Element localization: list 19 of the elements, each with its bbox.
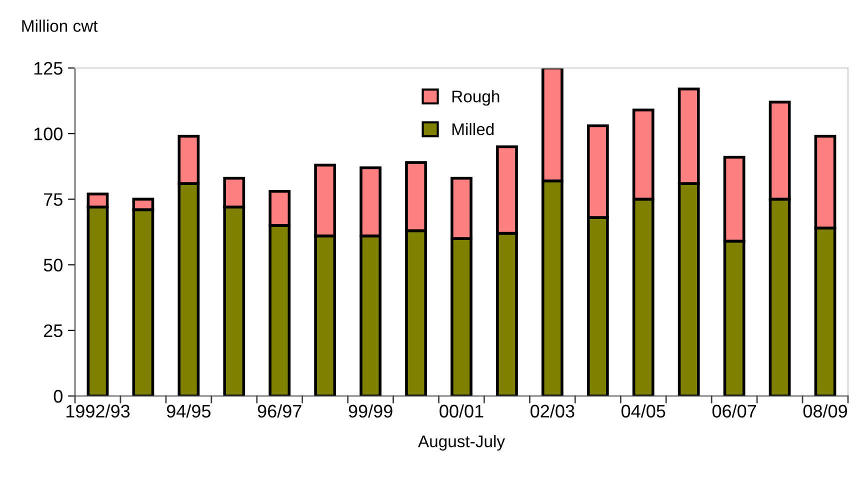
y-axis-title: Million cwt: [22, 20, 98, 32]
x-tick-label: 06/07: [712, 404, 756, 418]
x-tick-label: 94/95: [166, 404, 211, 418]
x-tick-label: 99/99: [348, 404, 392, 418]
y-tick-label: 100: [34, 128, 62, 140]
x-axis-title: August-July: [418, 435, 506, 451]
y-tick-label: 75: [44, 193, 62, 206]
x-tick-label: 02/03: [530, 404, 574, 418]
legend-label: Milled: [452, 122, 494, 136]
y-tick-label: 0: [54, 390, 62, 403]
x-tick-label: 96/97: [258, 404, 302, 418]
y-tick-label: 25: [44, 324, 62, 338]
y-tick-label: 50: [44, 258, 62, 272]
x-tick-label: 00/01: [440, 404, 484, 418]
x-tick-label: 04/05: [622, 404, 666, 418]
legend-label: Rough: [452, 90, 500, 106]
x-tick-label: 08/09: [803, 404, 848, 418]
y-tick-label: 125: [34, 62, 62, 75]
x-tick-label: 1992/93: [66, 404, 130, 418]
